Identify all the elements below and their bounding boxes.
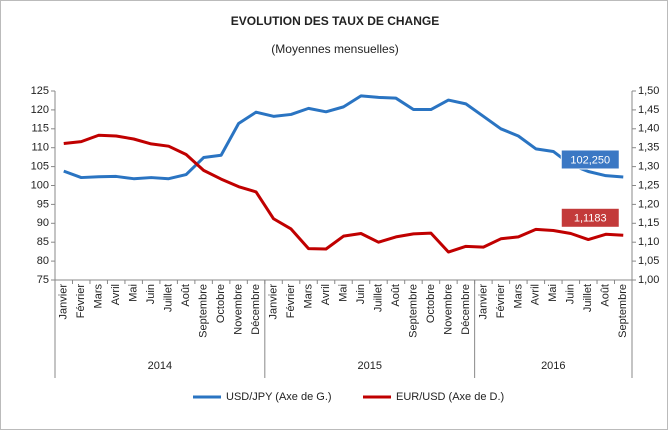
x-tick-label: Janvier [267,284,279,320]
x-tick-label: Octobre [215,284,227,323]
data-label: 102,250 [570,154,610,166]
x-tick-label: Juillet [372,284,384,312]
series-line [63,94,624,181]
group-label: 2015 [357,360,381,372]
y2-tick-label: 1,30 [638,161,659,173]
x-tick-label: Juillet [582,284,594,312]
x-tick-label: Février [495,284,507,319]
x-tick-label: Septembre [198,284,210,338]
chart-title: EVOLUTION DES TAUX DE CHANGE [231,14,439,28]
y2-tick-label: 1,20 [638,198,659,210]
x-tick-label: Août [390,284,402,307]
y2-tick-label: 1,45 [638,104,659,116]
x-tick-label: Juin [145,284,157,304]
y2-tick-label: 1,15 [638,217,659,229]
data-label-box [560,149,620,170]
y-tick-label: 115 [31,123,49,135]
y-tick-label: 95 [37,198,49,210]
x-tick-label: Avril [530,284,542,305]
group-label: 2016 [541,360,565,372]
y-tick-label: 75 [37,274,49,286]
y2-tick-label: 1,10 [638,236,659,248]
y2-tick-label: 1,40 [638,123,659,135]
data-label-box [560,207,620,228]
x-tick-label: Novembre [232,284,244,335]
legend-label: USD/JPY (Axe de G.) [226,391,332,403]
x-tick-label: Mars [302,284,314,309]
y-tick-label: 100 [31,179,49,191]
data-label: 1,1183 [574,213,607,225]
group-label: 2014 [148,360,172,372]
y2-tick-label: 1,50 [638,85,659,97]
y2-tick-label: 1,25 [638,179,659,191]
x-tick-label: Août [600,284,612,307]
x-tick-label: Décembre [460,284,472,335]
x-tick-label: Décembre [250,284,262,335]
x-tick-label: Janvier [58,284,70,320]
y-tick-label: 125 [31,85,49,97]
x-tick-label: Février [75,284,87,319]
x-tick-label: Septembre [407,284,419,338]
x-tick-label: Avril [110,284,122,305]
y2-tick-label: 1,00 [638,274,659,286]
x-tick-label: Septembre [617,284,629,338]
y-tick-label: 120 [31,104,49,116]
y-tick-label: 105 [31,161,49,173]
x-tick-label: Juillet [163,284,175,312]
y-tick-label: 80 [37,255,49,267]
x-tick-label: Août [180,284,192,307]
y-tick-label: 110 [31,142,49,154]
x-tick-label: Janvier [477,284,489,320]
y-tick-label: 90 [37,217,49,229]
x-tick-label: Mai [337,284,349,302]
x-tick-label: Février [285,284,297,319]
x-tick-label: Mai [547,284,559,302]
series-line [63,133,624,254]
x-tick-label: Mars [512,284,524,309]
y2-tick-label: 1,35 [638,142,659,154]
legend-label: EUR/USD (Axe de D.) [396,391,504,403]
x-tick-label: Avril [320,284,332,305]
y-tick-label: 85 [37,236,49,248]
x-tick-label: Octobre [425,284,437,323]
x-tick-label: Juin [565,284,577,304]
x-tick-label: Novembre [442,284,454,335]
x-tick-label: Juin [355,284,367,304]
x-tick-label: Mars [93,284,105,309]
chart-subtitle: (Moyennes mensuelles) [271,42,398,56]
y2-tick-label: 1,05 [638,255,659,267]
x-tick-label: Mai [128,284,140,302]
